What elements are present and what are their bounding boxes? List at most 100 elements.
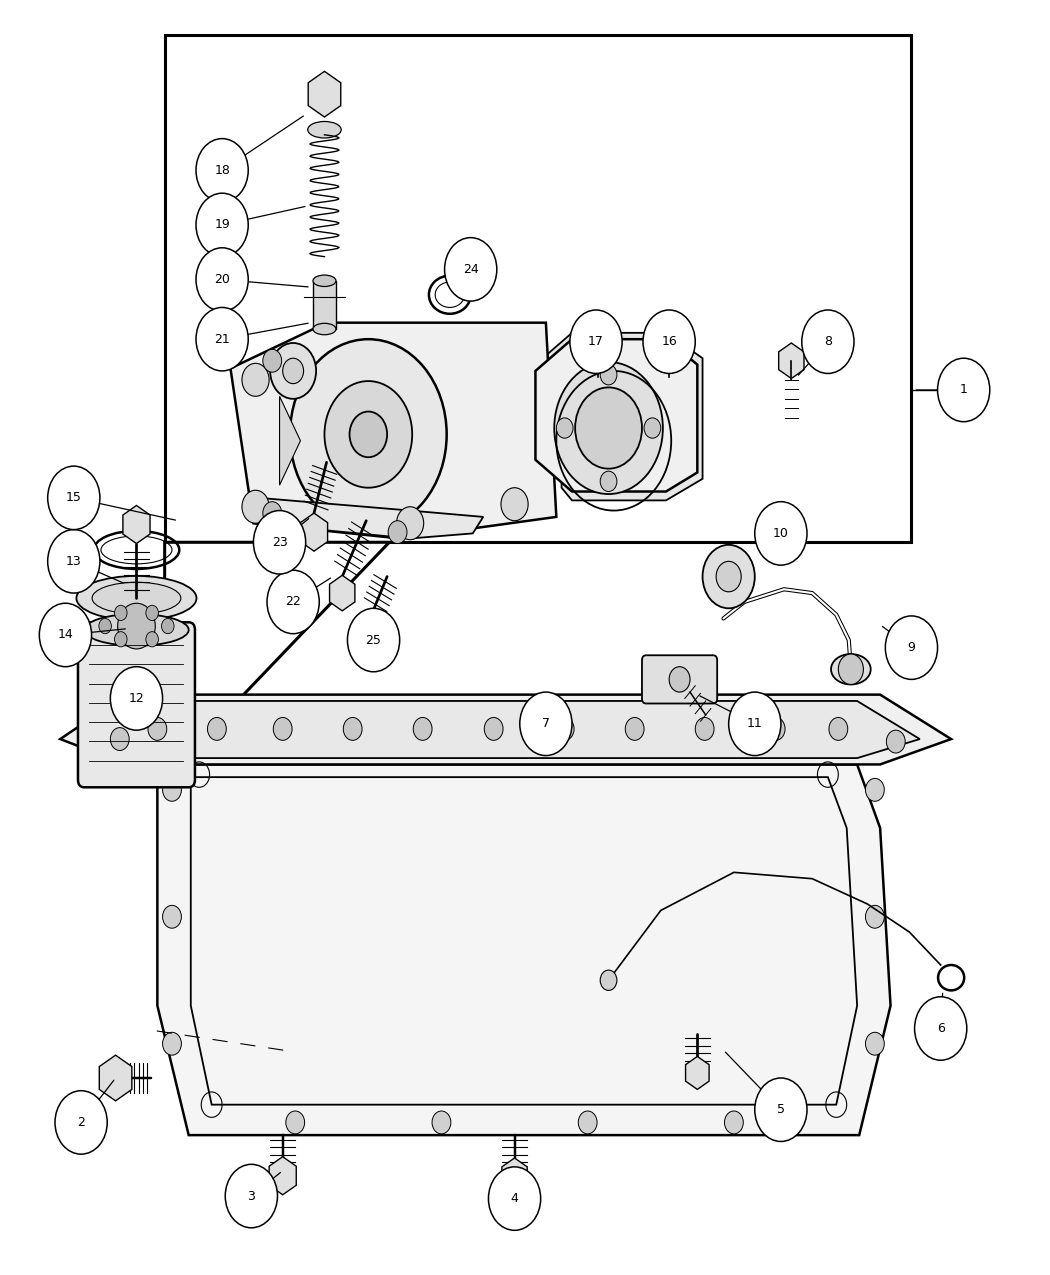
Circle shape — [324, 381, 413, 488]
Circle shape — [644, 418, 660, 439]
Circle shape — [702, 544, 755, 608]
Text: 21: 21 — [214, 333, 230, 346]
Ellipse shape — [84, 615, 189, 645]
Circle shape — [350, 412, 387, 458]
Text: 9: 9 — [907, 641, 916, 654]
Text: 8: 8 — [824, 335, 832, 348]
Circle shape — [262, 501, 281, 524]
Text: 4: 4 — [510, 1192, 519, 1205]
Text: 10: 10 — [773, 527, 789, 539]
Circle shape — [444, 237, 497, 301]
Circle shape — [432, 1111, 450, 1133]
Polygon shape — [536, 339, 697, 492]
Circle shape — [148, 718, 167, 741]
Circle shape — [47, 467, 100, 529]
FancyBboxPatch shape — [642, 655, 717, 704]
Circle shape — [520, 692, 572, 756]
Polygon shape — [279, 397, 300, 486]
Circle shape — [118, 603, 155, 649]
Circle shape — [695, 718, 714, 741]
Circle shape — [716, 561, 741, 592]
Bar — [313, 280, 336, 329]
Circle shape — [488, 1167, 541, 1230]
Circle shape — [348, 608, 400, 672]
Circle shape — [838, 654, 863, 685]
Circle shape — [282, 358, 303, 384]
Circle shape — [865, 905, 884, 928]
Circle shape — [267, 570, 319, 634]
FancyBboxPatch shape — [78, 622, 195, 787]
Circle shape — [253, 510, 306, 574]
Polygon shape — [91, 701, 920, 759]
Circle shape — [579, 1111, 597, 1133]
Circle shape — [865, 1033, 884, 1056]
Circle shape — [414, 718, 432, 741]
Circle shape — [828, 718, 847, 741]
Text: 12: 12 — [128, 692, 144, 705]
Circle shape — [196, 307, 248, 371]
Circle shape — [729, 692, 781, 756]
Text: 16: 16 — [662, 335, 677, 348]
Text: 15: 15 — [66, 491, 82, 505]
Text: 3: 3 — [248, 1190, 255, 1202]
Circle shape — [555, 718, 574, 741]
Ellipse shape — [313, 275, 336, 287]
Polygon shape — [60, 695, 951, 765]
Circle shape — [114, 631, 127, 646]
Circle shape — [501, 488, 528, 520]
Circle shape — [242, 491, 269, 523]
Circle shape — [146, 631, 159, 646]
Circle shape — [286, 1111, 304, 1133]
Circle shape — [99, 618, 111, 634]
Circle shape — [554, 362, 663, 493]
Circle shape — [601, 365, 617, 385]
Circle shape — [755, 1077, 807, 1141]
Text: 6: 6 — [937, 1023, 945, 1035]
Circle shape — [802, 310, 854, 374]
Circle shape — [938, 358, 990, 422]
Circle shape — [601, 472, 617, 492]
Text: 1: 1 — [960, 384, 968, 397]
Circle shape — [163, 779, 182, 801]
Polygon shape — [165, 542, 390, 778]
Circle shape — [146, 606, 159, 621]
Ellipse shape — [831, 654, 870, 685]
Circle shape — [915, 997, 967, 1061]
Circle shape — [196, 139, 248, 201]
Circle shape — [226, 1164, 277, 1228]
Ellipse shape — [308, 121, 341, 138]
Text: 2: 2 — [77, 1116, 85, 1128]
Circle shape — [766, 718, 785, 741]
Circle shape — [242, 363, 269, 397]
Circle shape — [47, 529, 100, 593]
Circle shape — [114, 606, 127, 621]
Text: 19: 19 — [214, 218, 230, 232]
Circle shape — [55, 1090, 107, 1154]
Text: 14: 14 — [58, 629, 74, 641]
Ellipse shape — [92, 583, 181, 615]
Text: 22: 22 — [286, 595, 301, 608]
Circle shape — [865, 779, 884, 801]
Polygon shape — [158, 765, 890, 1135]
Circle shape — [270, 343, 316, 399]
Circle shape — [208, 718, 227, 741]
Circle shape — [290, 339, 446, 529]
Text: 7: 7 — [542, 718, 550, 731]
Circle shape — [556, 418, 573, 439]
Text: 13: 13 — [66, 555, 82, 567]
Circle shape — [343, 718, 362, 741]
Ellipse shape — [313, 324, 336, 335]
Circle shape — [625, 718, 644, 741]
Circle shape — [110, 728, 129, 751]
Circle shape — [885, 616, 938, 680]
Circle shape — [162, 618, 174, 634]
Circle shape — [196, 247, 248, 311]
Text: 17: 17 — [588, 335, 604, 348]
Circle shape — [724, 1111, 743, 1133]
Circle shape — [388, 520, 407, 543]
FancyBboxPatch shape — [165, 34, 911, 542]
Circle shape — [273, 718, 292, 741]
Circle shape — [39, 603, 91, 667]
Text: 5: 5 — [777, 1103, 785, 1116]
Circle shape — [669, 667, 690, 692]
